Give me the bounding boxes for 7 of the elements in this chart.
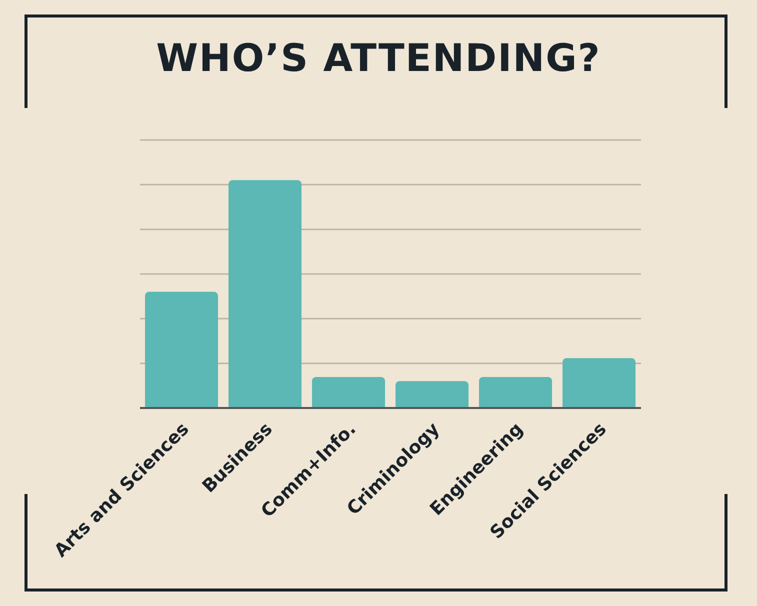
chart-title: WHO’S ATTENDING? bbox=[155, 36, 602, 80]
bar bbox=[228, 180, 302, 408]
bar bbox=[312, 377, 386, 408]
bar bbox=[145, 292, 218, 408]
bar bbox=[562, 358, 636, 408]
bar bbox=[479, 377, 552, 408]
bar bbox=[396, 381, 469, 408]
